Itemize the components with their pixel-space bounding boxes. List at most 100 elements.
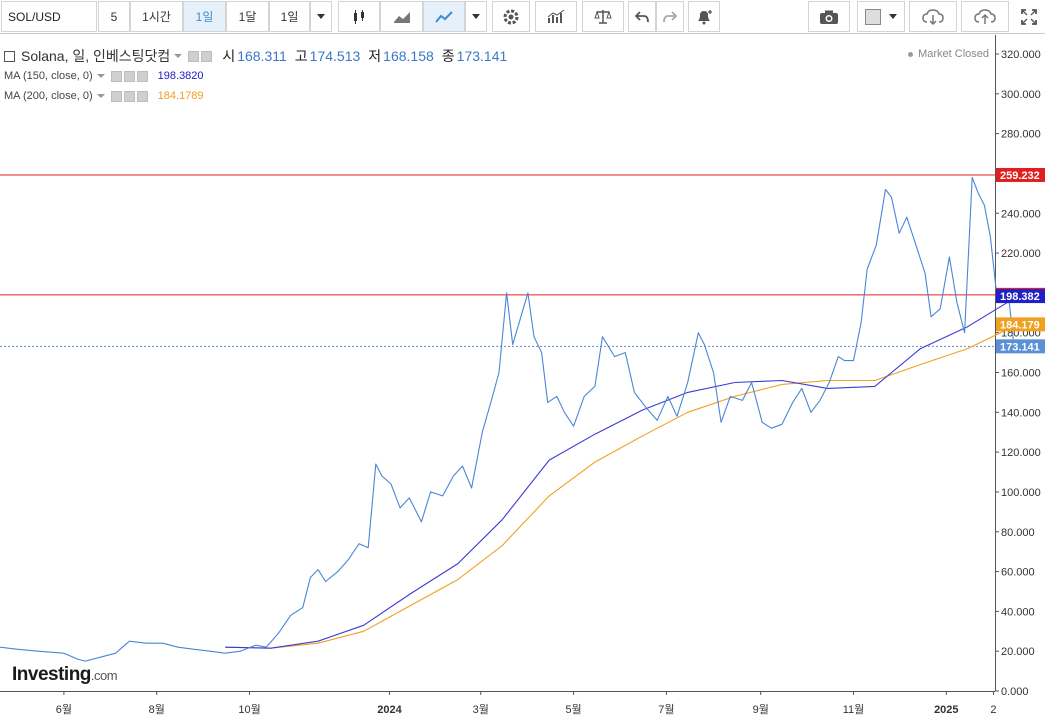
compare-button[interactable] [582, 1, 624, 32]
indicators-button[interactable] [535, 1, 577, 32]
x-tick-label: 9월 [753, 703, 769, 716]
low-label: 저 [368, 48, 382, 64]
low-value: 168.158 [383, 48, 434, 64]
close-label: 종 [441, 48, 455, 64]
interval-dropdown-button[interactable] [310, 1, 332, 32]
y-tick-label: 80.000 [1001, 527, 1035, 539]
ma150-series-line [225, 295, 1019, 649]
x-tick-label: 11월 [843, 703, 865, 716]
snapshot-button[interactable] [808, 1, 850, 32]
x-tick-label: 10월 [238, 703, 260, 716]
ma200-series-line [225, 323, 1019, 649]
area-chart-button[interactable] [380, 1, 423, 32]
line-chart-button[interactable] [423, 1, 465, 32]
x-tick-label: 7월 [658, 703, 674, 716]
y-tick-label: 0.000 [1001, 686, 1029, 698]
resistance-price-tag: 259.232 [1000, 170, 1040, 182]
interval-5-button[interactable]: 5 [98, 1, 130, 32]
indicators-icon [547, 9, 565, 23]
y-tick-label: 320.000 [1001, 49, 1041, 61]
gear-icon [503, 9, 519, 24]
ma200-label: MA (200, close, 0) [4, 90, 93, 102]
bell-plus-icon [698, 9, 712, 24]
y-tick-label: 160.000 [1001, 368, 1041, 380]
gear-icon[interactable] [123, 90, 135, 102]
resistance-price-tag-background [996, 167, 1045, 182]
chevron-down-icon [472, 14, 480, 19]
ma150-price-tag-background [996, 289, 1045, 304]
interval-1h-button[interactable]: 1시간 [130, 1, 183, 32]
undo-button[interactable] [628, 1, 656, 32]
chevron-down-icon[interactable] [96, 94, 105, 98]
camera-icon [820, 10, 838, 24]
logo-suffix: .com [90, 668, 118, 683]
line-chart-icon [435, 10, 453, 23]
market-status: Market Closed [908, 48, 989, 60]
x-tick-label: 2025 [934, 704, 958, 716]
toolbar: SOL/USD 5 1시간 1일 1달 1일 [0, 0, 1045, 34]
x-tick-label: 6월 [56, 703, 72, 716]
y-tick-label: 20.000 [1001, 646, 1035, 658]
collapse-icon[interactable] [4, 50, 15, 62]
area-chart-icon [393, 11, 410, 23]
instrument-legend: Solana, 일, 인베스팅닷컴 시 168.311 고 174.513 저 168… [4, 46, 507, 66]
x-tick-label: 2 [990, 704, 996, 716]
y-tick-label: 220.000 [1001, 248, 1041, 260]
eye-icon[interactable] [110, 70, 122, 82]
investing-logo: Investing.com [12, 664, 118, 686]
x-tick-label: 2024 [377, 704, 402, 716]
ma150-legend: MA (150, close, 0) 198.3820 [4, 70, 204, 82]
last-price-tag-background [996, 339, 1045, 354]
gear-icon[interactable] [123, 70, 135, 82]
candlestick-icon [354, 9, 364, 24]
eye-icon[interactable] [188, 50, 200, 62]
ma200-price-tag: 184.179 [1000, 319, 1040, 331]
interval-1d-button[interactable]: 1일 [183, 1, 226, 32]
y-tick-label: 40.000 [1001, 606, 1035, 618]
x-tick-label: 5월 [565, 703, 581, 716]
cloud-download-icon [922, 8, 944, 25]
fullscreen-icon [1021, 8, 1037, 25]
y-tick-label: 300.000 [1001, 89, 1041, 101]
redo-icon [663, 10, 677, 22]
fullscreen-button[interactable] [1014, 1, 1044, 32]
interval-1mo-button[interactable]: 1달 [226, 1, 269, 32]
load-chart-button[interactable] [909, 1, 957, 32]
layout-dropdown-button[interactable] [857, 1, 905, 32]
high-label: 고 [294, 48, 308, 64]
interval-custom-button[interactable]: 1일 [269, 1, 310, 32]
chevron-down-icon[interactable] [174, 54, 183, 58]
chevron-down-icon [317, 14, 325, 19]
chart-type-dropdown-button[interactable] [465, 1, 487, 32]
scale-icon [594, 9, 612, 24]
settings-button[interactable] [492, 1, 530, 32]
cloud-upload-icon [974, 8, 996, 24]
y-tick-label: 140.000 [1001, 407, 1041, 419]
price-chart[interactable]: 0.000 20.000 40.000 60.000 80.000 100.000 120.… [0, 35, 1045, 716]
close-icon[interactable] [136, 70, 148, 82]
save-chart-button[interactable] [961, 1, 1009, 32]
undo-icon [635, 10, 649, 22]
gear-icon[interactable] [201, 50, 213, 62]
instrument-title: Solana, 일, 인베스팅닷컴 [21, 48, 171, 64]
y-tick-label: 120.000 [1001, 447, 1041, 459]
symbol-input[interactable]: SOL/USD [1, 1, 97, 32]
eye-icon[interactable] [110, 90, 122, 102]
x-tick-label: 3월 [473, 703, 489, 716]
y-tick-label: 280.000 [1001, 129, 1041, 141]
redo-button[interactable] [656, 1, 684, 32]
x-tick-label: 8월 [149, 703, 165, 716]
chevron-down-icon[interactable] [96, 74, 105, 78]
open-label: 시 [222, 48, 236, 64]
chevron-down-icon [889, 14, 897, 19]
alert-button[interactable] [688, 1, 720, 32]
ma200-price-tag-background [996, 317, 1045, 332]
candlestick-chart-button[interactable] [338, 1, 380, 32]
ma200-legend: MA (200, close, 0) 184.1789 [4, 90, 204, 102]
close-value: 173.141 [456, 48, 508, 64]
close-icon[interactable] [136, 90, 148, 102]
layout-square-icon [865, 8, 881, 25]
y-tick-label: 100.000 [1001, 487, 1041, 499]
last-price-tag: 173.141 [1000, 341, 1040, 353]
